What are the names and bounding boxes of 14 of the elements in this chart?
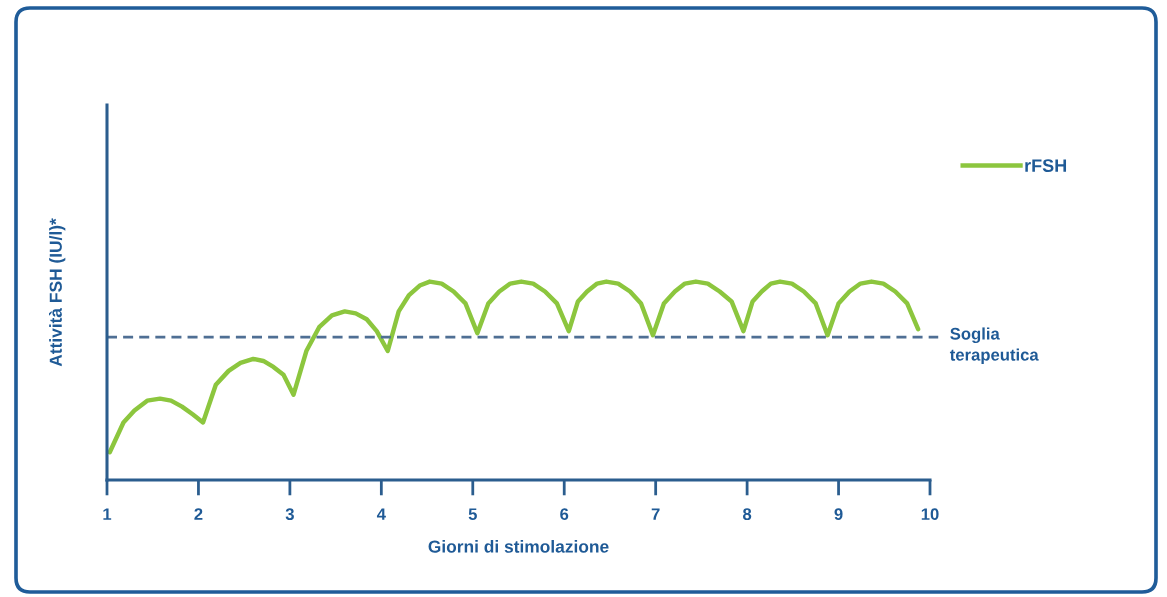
x-tick-label: 10: [921, 508, 939, 521]
x-tick-label: 6: [560, 508, 569, 521]
x-tick-label: 7: [651, 508, 660, 520]
x-tick-label: 8: [743, 508, 752, 521]
x-tick-label: 4: [376, 508, 386, 520]
x-tick-label: 3: [285, 508, 294, 521]
x-tick-label: 2: [194, 508, 203, 520]
ref-line-label: Soglia terapeutica: [949, 327, 1039, 364]
x-tick-label: 1: [103, 508, 112, 520]
x-axis-title: Giorni di stimolazione: [428, 539, 609, 553]
x-tick-label: 9: [834, 508, 843, 521]
legend-label: rFSH: [1025, 159, 1067, 173]
y-axis-title: Attività FSH (IU/l)*: [49, 218, 66, 367]
x-tick-label: 5: [468, 508, 477, 521]
